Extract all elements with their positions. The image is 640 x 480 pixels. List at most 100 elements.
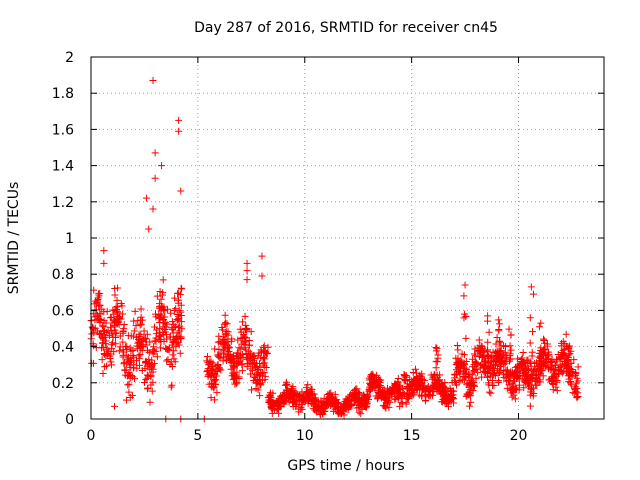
- data-point: [159, 276, 167, 284]
- data-point: [128, 391, 136, 399]
- data-point: [100, 259, 108, 267]
- data-point: [535, 323, 543, 331]
- data-point: [373, 395, 381, 403]
- x-tick-label: 15: [403, 428, 421, 444]
- data-point: [264, 343, 272, 351]
- data-point: [489, 370, 497, 378]
- data-point: [403, 385, 411, 393]
- data-point: [418, 370, 426, 378]
- data-point: [462, 364, 470, 372]
- data-point: [460, 360, 468, 368]
- grid: [91, 57, 604, 419]
- data-point: [136, 321, 144, 329]
- data-point: [161, 325, 169, 333]
- data-point: [288, 391, 296, 399]
- data-point: [260, 342, 268, 350]
- data-point: [479, 353, 487, 361]
- data-point: [256, 363, 264, 371]
- data-point: [229, 355, 237, 363]
- data-point: [567, 379, 575, 387]
- data-point: [171, 294, 179, 302]
- data-point: [127, 332, 135, 340]
- data-point: [526, 402, 534, 410]
- data-point: [505, 325, 513, 333]
- data-point: [485, 388, 493, 396]
- data-point: [91, 324, 99, 332]
- data-point: [252, 370, 260, 378]
- data-point: [177, 311, 185, 319]
- data-point: [298, 400, 306, 408]
- data-point: [571, 384, 579, 392]
- data-point: [466, 402, 474, 410]
- data-point: [539, 372, 547, 380]
- data-point: [168, 341, 176, 349]
- data-point: [233, 349, 241, 357]
- data-point: [149, 378, 157, 386]
- data-point: [529, 290, 537, 298]
- data-point: [305, 397, 313, 405]
- data-point: [478, 373, 486, 381]
- y-tick-label: 1.8: [52, 86, 74, 102]
- data-point: [252, 359, 260, 367]
- data-point: [156, 324, 164, 332]
- data-point: [142, 376, 150, 384]
- data-point: [469, 367, 477, 375]
- y-axis: 0 0.2 0.4 0.6 0.8 1 1.2 1.4 1.6 1.8 2: [52, 50, 604, 428]
- data-point: [473, 359, 481, 367]
- data-point: [536, 361, 544, 369]
- data-point: [399, 400, 407, 408]
- y-tick-label: 1.2: [52, 195, 74, 211]
- data-point: [288, 395, 296, 403]
- data-point: [430, 370, 438, 378]
- data-point: [394, 380, 402, 388]
- data-point: [375, 378, 383, 386]
- data-point: [324, 397, 332, 405]
- data-point: [281, 393, 289, 401]
- y-tick-label: 0.2: [52, 376, 74, 392]
- data-point: [348, 400, 356, 408]
- data-point: [169, 329, 177, 337]
- data-point: [212, 380, 220, 388]
- data-point: [230, 370, 238, 378]
- data-point: [248, 386, 256, 394]
- data-point: [111, 326, 119, 334]
- data-point: [480, 367, 488, 375]
- data-point: [141, 364, 149, 372]
- data-points: [87, 77, 582, 423]
- data-point: [444, 399, 452, 407]
- data-point: [153, 353, 161, 361]
- x-tick-label: 20: [510, 428, 528, 444]
- data-point: [178, 285, 186, 293]
- data-point: [178, 325, 186, 333]
- data-point: [88, 330, 96, 338]
- data-point: [295, 405, 303, 413]
- y-tick-label: 1.6: [52, 122, 74, 138]
- data-point: [269, 401, 277, 409]
- data-point: [243, 267, 251, 275]
- data-point: [207, 358, 215, 366]
- data-point: [124, 381, 132, 389]
- data-point: [242, 326, 250, 334]
- data-point: [114, 309, 122, 317]
- data-point: [140, 327, 148, 335]
- data-point: [251, 352, 259, 360]
- data-point: [162, 344, 170, 352]
- data-point: [117, 315, 125, 323]
- data-point: [520, 384, 528, 392]
- data-point: [567, 347, 575, 355]
- data-point: [137, 305, 145, 313]
- data-point: [221, 319, 229, 327]
- data-point: [130, 317, 138, 325]
- data-point: [388, 390, 396, 398]
- data-point: [119, 327, 127, 335]
- data-point: [540, 351, 548, 359]
- data-point: [390, 381, 398, 389]
- data-point: [143, 194, 151, 202]
- data-point: [152, 330, 160, 338]
- data-point: [113, 296, 121, 304]
- data-point: [141, 379, 149, 387]
- data-point: [496, 353, 504, 361]
- data-point: [241, 312, 249, 320]
- data-point: [292, 390, 300, 398]
- data-point: [333, 396, 341, 404]
